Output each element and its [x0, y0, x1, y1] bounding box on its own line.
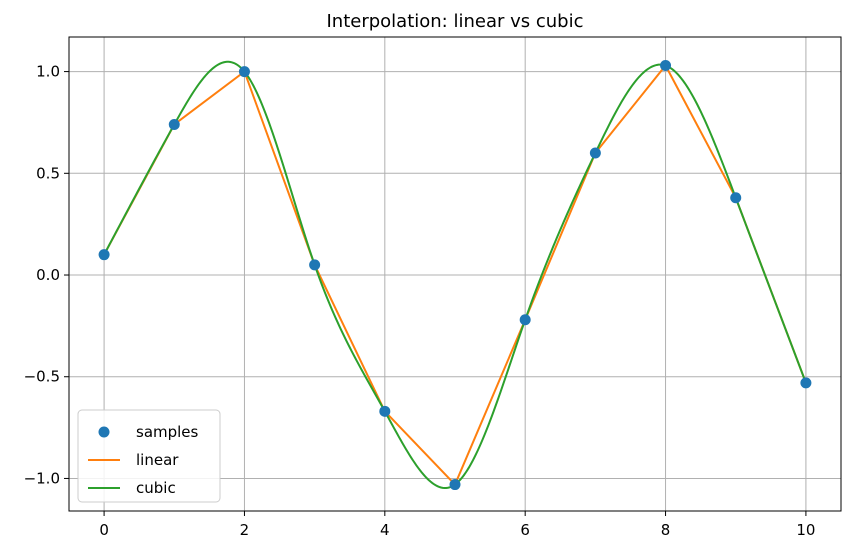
x-tick-label: 8	[661, 521, 671, 539]
x-tick-label: 2	[240, 521, 250, 539]
legend-label-cubic: cubic	[136, 479, 176, 497]
sample-point	[800, 377, 812, 389]
legend-label-samples: samples	[136, 423, 199, 441]
sample-point	[660, 59, 672, 71]
sample-point	[730, 192, 742, 204]
x-tick-label: 6	[520, 521, 530, 539]
plot-frame	[68, 36, 842, 512]
legend: samples linear cubic	[77, 409, 221, 503]
sample-point	[519, 314, 531, 326]
legend-box	[77, 409, 221, 503]
sample-point	[98, 249, 110, 261]
sample-point	[449, 479, 461, 491]
series-layer	[98, 59, 812, 491]
y-tick-label: 0.5	[36, 164, 60, 182]
chart-title: Interpolation: linear vs cubic	[326, 11, 583, 32]
legend-marker-samples	[98, 426, 110, 438]
sample-point	[379, 405, 391, 417]
y-tick-label: 1.0	[36, 63, 60, 81]
sample-point	[238, 66, 250, 78]
y-tick-label: −0.5	[24, 368, 60, 386]
sample-point	[589, 147, 601, 159]
x-tick-label: 0	[99, 521, 109, 539]
legend-label-linear: linear	[136, 451, 179, 469]
ticks-layer: 0 2 4 6 8 10 −1.0 −0.5 0.0 0.5 1.0	[24, 63, 816, 539]
sample-point	[309, 259, 321, 271]
x-tick-label: 10	[796, 521, 815, 539]
x-tick-label: 4	[380, 521, 390, 539]
y-tick-label: 0.0	[36, 266, 60, 284]
sample-point	[168, 118, 180, 130]
y-tick-label: −1.0	[24, 469, 60, 487]
